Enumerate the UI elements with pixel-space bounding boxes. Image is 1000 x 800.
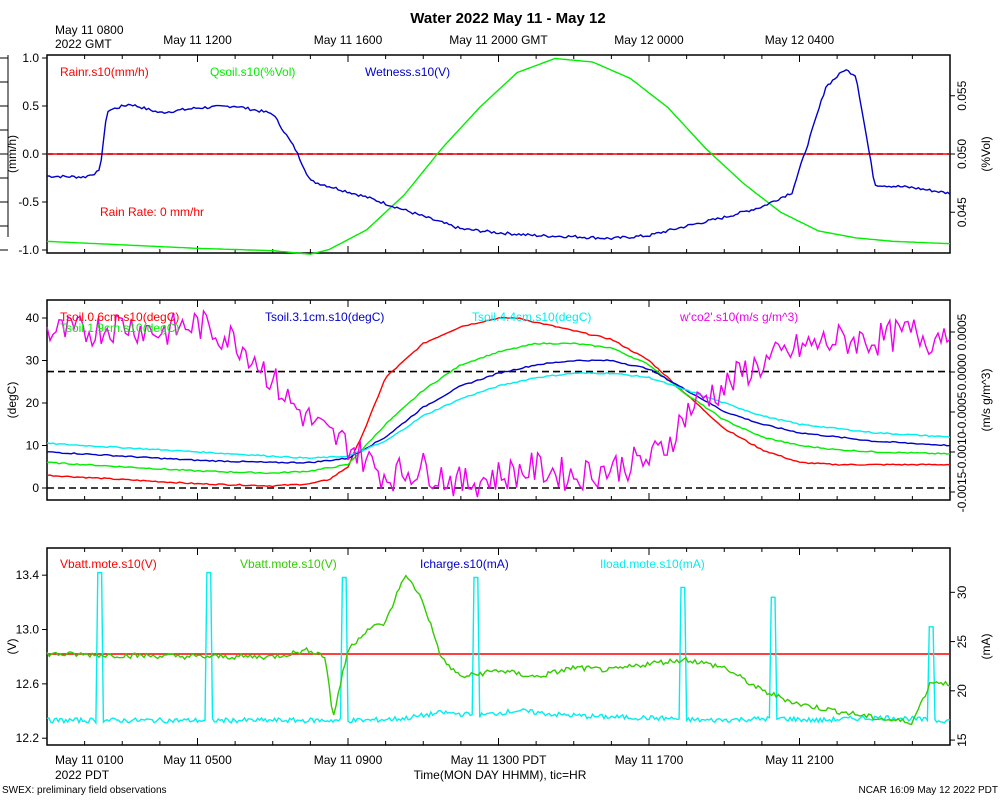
panel3-ytick-left-label: 12.2 xyxy=(16,731,40,745)
bottom-axis-label: May 11 1700 xyxy=(615,753,684,767)
bottom-axis-start-line2: 2022 PDT xyxy=(55,768,110,782)
top-axis-label: May 11 2000 GMT xyxy=(449,33,548,47)
tsoil-0-6cm-series-line xyxy=(46,316,951,488)
panel2-ytick-right-label: -0.0005 xyxy=(955,391,969,432)
panel2-ytick-left-label: 0 xyxy=(32,481,39,495)
legend-wco2: w'co2'.s10(m/s g/m^3) xyxy=(679,310,798,324)
tsoil-4-4cm-series-line xyxy=(46,372,951,460)
panel3-ytick-left-label: 12.6 xyxy=(16,677,40,691)
rain-rate-annotation: Rain Rate: 0 mm/hr xyxy=(100,205,204,219)
panel-battery-current: 12.2 12.6 13.0 13.4 15 20 25 30 (V) (mA) Vbatt.mot… xyxy=(5,547,993,747)
footer-left: SWEX: preliminary field observations xyxy=(2,785,167,796)
legend-vbatt-red: Vbatt.mote.s10(V) xyxy=(60,557,157,571)
panel3-ytick-left-label: 13.0 xyxy=(16,623,40,637)
footer-right: NCAR 16:09 May 12 2022 PDT xyxy=(858,785,998,796)
vbatt-green-series-line xyxy=(46,574,951,726)
legend-tsoil-3-1cm: Tsoil.3.1cm.s10(degC) xyxy=(265,310,384,324)
legend-tsoil-1-9cm: Tsoil.1.9cm.s10(degC) xyxy=(60,321,179,335)
top-axis-start-line2: 2022 GMT xyxy=(55,37,112,51)
panel2-ytick-right-label: -0.0015 xyxy=(955,471,969,512)
panel1-ytick-right-label: 0.050 xyxy=(955,139,969,169)
panel3-ytick-right-label: 30 xyxy=(955,585,969,599)
panel1-ytick-left-label: 0.0 xyxy=(22,147,39,161)
top-axis-label: May 11 1600 xyxy=(314,33,383,47)
legend-rainr: Rainr.s10(mm/h) xyxy=(60,65,149,79)
panel3-frame xyxy=(46,547,951,746)
bottom-axis-label: May 11 0900 xyxy=(314,753,383,767)
panel3-ytick-right-label: 15 xyxy=(955,733,969,747)
qsoil-series-line xyxy=(46,57,951,255)
panel2-ylabel-right: (m/s g/m^3) xyxy=(979,369,993,432)
legend-wetness: Wetness.s10(V) xyxy=(365,65,450,79)
top-axis-start-line1: May 11 0800 xyxy=(55,23,124,37)
legend-tsoil-0-6cm: Tsoil.0.6cm.s10(degC) xyxy=(60,310,179,324)
panel2-ytick-left-label: 10 xyxy=(26,439,40,453)
panel2-ytick-left-label: 20 xyxy=(26,396,40,410)
iload-series-line xyxy=(46,571,951,725)
top-axis-labels: May 11 1200 May 11 1600 May 11 2000 GMT May… xyxy=(163,33,834,47)
panel1-ytick-left-label: -1.0 xyxy=(18,243,39,257)
panel1-ytick-right-label: 0.045 xyxy=(955,197,969,227)
wco2-series-line xyxy=(46,309,951,498)
legend-tsoil-4-4cm: Tsoil.4.4cm.s10(degC) xyxy=(472,310,591,324)
wetness-series-line xyxy=(46,69,951,241)
panel2-ytick-right-label: 0.0005 xyxy=(955,313,969,350)
top-axis-label: May 12 0000 xyxy=(614,33,684,47)
panel2-ytick-right-label: -0.0010 xyxy=(955,431,969,472)
panel3-ytick-left-label: 13.4 xyxy=(16,568,40,582)
panel3-ylabel-left: (V) xyxy=(5,639,19,655)
panel2-ytick-left-label: 40 xyxy=(26,311,40,325)
top-axis-label: May 12 0400 xyxy=(765,33,835,47)
chart-title: Water 2022 May 11 - May 12 xyxy=(410,10,605,27)
panel1-ytick-left-label: 0.5 xyxy=(22,99,39,113)
legend-icharge: Icharge.s10(mA) xyxy=(420,557,509,571)
bottom-axis-label: May 11 0500 xyxy=(163,753,232,767)
x-axis-label: Time(MON DAY HHMM), tic=HR xyxy=(414,768,587,782)
panel3-ytick-right-label: 25 xyxy=(955,635,969,649)
legend-vbatt-green: Vbatt.mote.s10(V) xyxy=(240,557,337,571)
top-axis-label: May 11 1200 xyxy=(163,33,232,47)
panel2-ytick-left-label: 30 xyxy=(26,354,40,368)
panel-rain-soil-wetness: -1.0 -0.5 0.0 0.5 1.0 0.045 0.050 0.055 (mm/h) (%… xyxy=(0,51,993,257)
panel2-ytick-right-label: 0.0000 xyxy=(955,353,969,390)
tsoil-3-1cm-series-line xyxy=(47,359,951,464)
panel1-ytick-right-label: 0.055 xyxy=(955,80,969,110)
bottom-axis-label: May 11 2100 xyxy=(765,753,834,767)
bottom-axis-labels: May 11 0500 May 11 0900 May 11 1300 PDT May… xyxy=(163,753,834,767)
panel3-ytick-right-label: 20 xyxy=(955,684,969,698)
legend-qsoil: Qsoil.s10(%Vol) xyxy=(210,65,295,79)
panel3-ylabel-right: (mA) xyxy=(979,634,993,660)
panel1-ylabel-left: (mm/h) xyxy=(5,135,19,173)
panel1-ytick-left-label: -0.5 xyxy=(18,195,39,209)
panel1-ytick-left-label: 1.0 xyxy=(22,51,39,65)
tsoil-1-9cm-series-line xyxy=(46,342,951,475)
bottom-axis-start-line1: May 11 0100 xyxy=(55,753,124,767)
panel1-ylabel-right: (%Vol) xyxy=(979,136,993,171)
legend-iload: Iload.mote.s10(mA) xyxy=(600,557,705,571)
bottom-axis-label: May 11 1300 PDT xyxy=(451,753,547,767)
panel2-ylabel-left: (degC) xyxy=(5,382,19,419)
